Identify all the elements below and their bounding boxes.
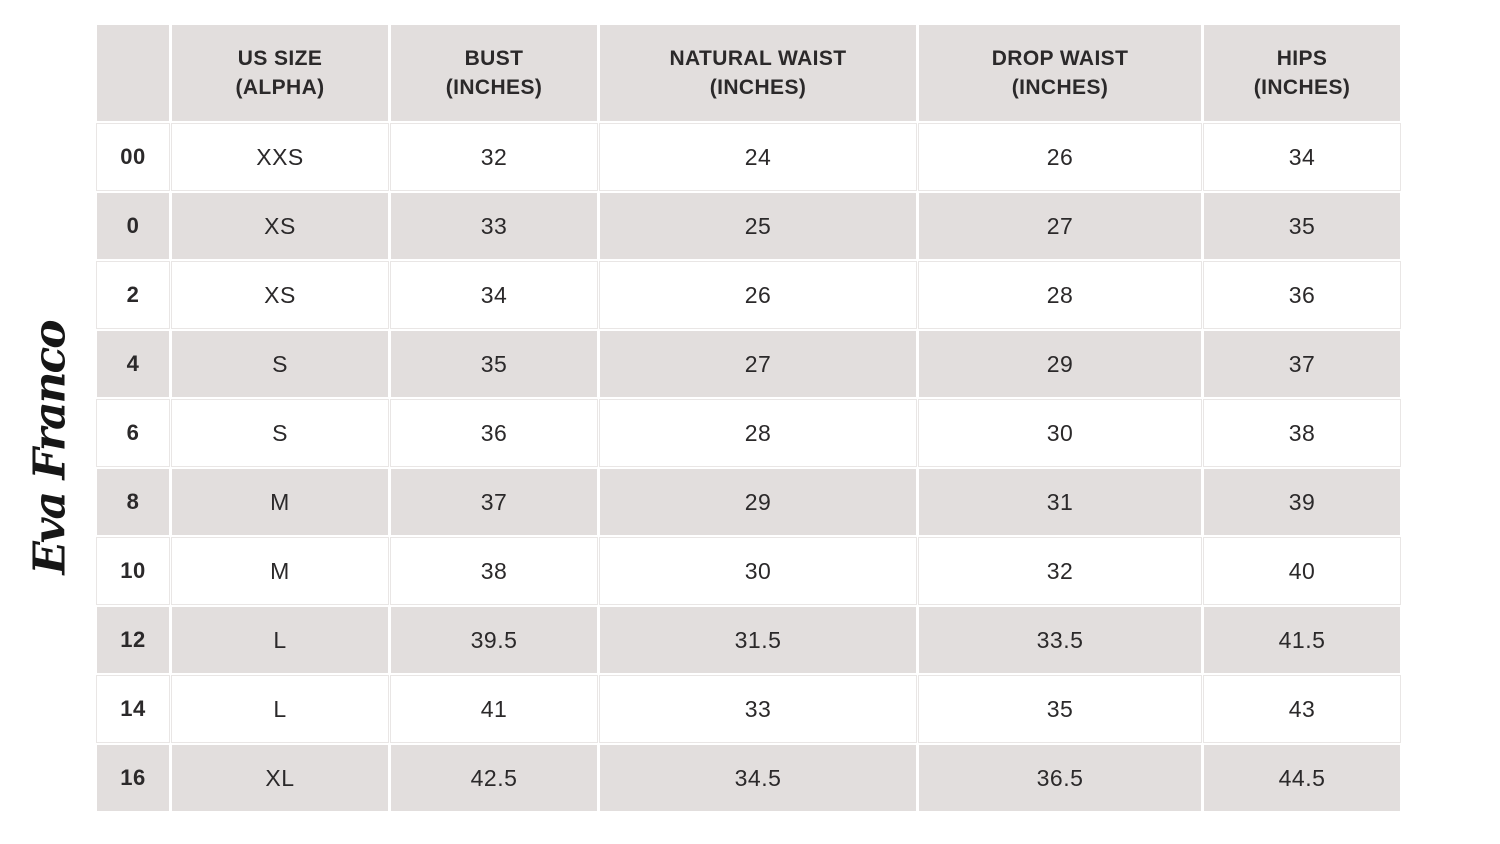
cell-natural-waist: 31.5 bbox=[600, 607, 916, 673]
cell-us-size-number: 6 bbox=[97, 400, 169, 466]
column-header-sublabel: (INCHES) bbox=[445, 76, 543, 99]
cell-us-size-number: 00 bbox=[97, 124, 169, 190]
cell-natural-waist: 24 bbox=[600, 124, 916, 190]
cell-us-size-alpha: XL bbox=[172, 745, 388, 811]
cell-drop-waist: 33.5 bbox=[919, 607, 1201, 673]
column-header-label: DROP WAIST bbox=[991, 47, 1129, 70]
cell-drop-waist: 29 bbox=[919, 331, 1201, 397]
column-header-sublabel: (INCHES) bbox=[1011, 76, 1109, 99]
column-header-label: HIPS bbox=[1276, 47, 1328, 70]
cell-us-size-alpha: XS bbox=[172, 193, 388, 259]
cell-bust: 41 bbox=[391, 676, 597, 742]
cell-hips: 38 bbox=[1204, 400, 1400, 466]
cell-drop-waist: 26 bbox=[919, 124, 1201, 190]
column-header-drop-waist: DROP WAIST (INCHES) bbox=[919, 25, 1201, 121]
cell-us-size-number: 12 bbox=[97, 607, 169, 673]
cell-drop-waist: 27 bbox=[919, 193, 1201, 259]
cell-us-size-alpha: XXS bbox=[172, 124, 388, 190]
table-row: 0 XS 33 25 27 35 bbox=[97, 193, 1400, 259]
cell-bust: 36 bbox=[391, 400, 597, 466]
cell-natural-waist: 34.5 bbox=[600, 745, 916, 811]
table-header: US SIZE (ALPHA) BUST (INCHES) NATURAL WAIST (… bbox=[97, 25, 1400, 121]
cell-us-size-alpha: L bbox=[172, 676, 388, 742]
column-header-label: US SIZE bbox=[237, 47, 323, 70]
cell-drop-waist: 35 bbox=[919, 676, 1201, 742]
column-header-hips: HIPS (INCHES) bbox=[1204, 25, 1400, 121]
table-body: 00 XXS 32 24 26 34 0 XS 33 25 27 35 2 XS 34 26 28 36 4 S 35 2… bbox=[97, 124, 1400, 811]
column-header-natural-waist: NATURAL WAIST (INCHES) bbox=[600, 25, 916, 121]
cell-natural-waist: 28 bbox=[600, 400, 916, 466]
cell-drop-waist: 32 bbox=[919, 538, 1201, 604]
table-row: 10 M 38 30 32 40 bbox=[97, 538, 1400, 604]
cell-us-size-alpha: S bbox=[172, 400, 388, 466]
cell-us-size-number: 10 bbox=[97, 538, 169, 604]
cell-hips: 39 bbox=[1204, 469, 1400, 535]
cell-natural-waist: 30 bbox=[600, 538, 916, 604]
cell-us-size-number: 16 bbox=[97, 745, 169, 811]
column-header-sublabel: (INCHES) bbox=[1253, 76, 1351, 99]
cell-hips: 43 bbox=[1204, 676, 1400, 742]
cell-us-size-alpha: M bbox=[172, 538, 388, 604]
cell-natural-waist: 29 bbox=[600, 469, 916, 535]
cell-us-size-number: 2 bbox=[97, 262, 169, 328]
cell-natural-waist: 33 bbox=[600, 676, 916, 742]
column-header-bust: BUST (INCHES) bbox=[391, 25, 597, 121]
cell-us-size-number: 4 bbox=[97, 331, 169, 397]
cell-us-size-number: 14 bbox=[97, 676, 169, 742]
cell-hips: 41.5 bbox=[1204, 607, 1400, 673]
cell-bust: 39.5 bbox=[391, 607, 597, 673]
cell-bust: 38 bbox=[391, 538, 597, 604]
cell-us-size-alpha: M bbox=[172, 469, 388, 535]
table-row: 16 XL 42.5 34.5 36.5 44.5 bbox=[97, 745, 1400, 811]
column-header-sublabel: (INCHES) bbox=[709, 76, 807, 99]
cell-drop-waist: 28 bbox=[919, 262, 1201, 328]
brand-logo: Eva Franco bbox=[25, 321, 76, 574]
cell-us-size-alpha: L bbox=[172, 607, 388, 673]
column-header-us-size-number bbox=[97, 25, 169, 121]
table-row: 14 L 41 33 35 43 bbox=[97, 676, 1400, 742]
column-header-label: BUST bbox=[464, 47, 524, 70]
table-row: 12 L 39.5 31.5 33.5 41.5 bbox=[97, 607, 1400, 673]
cell-bust: 35 bbox=[391, 331, 597, 397]
cell-us-size-number: 8 bbox=[97, 469, 169, 535]
table-row: 8 M 37 29 31 39 bbox=[97, 469, 1400, 535]
cell-us-size-alpha: XS bbox=[172, 262, 388, 328]
cell-bust: 42.5 bbox=[391, 745, 597, 811]
table-row: 2 XS 34 26 28 36 bbox=[97, 262, 1400, 328]
column-header-us-size-alpha: US SIZE (ALPHA) bbox=[172, 25, 388, 121]
cell-bust: 33 bbox=[391, 193, 597, 259]
table-row: 4 S 35 27 29 37 bbox=[97, 331, 1400, 397]
cell-natural-waist: 27 bbox=[600, 331, 916, 397]
column-header-sublabel: (ALPHA) bbox=[235, 76, 325, 99]
header-row: US SIZE (ALPHA) BUST (INCHES) NATURAL WAIST (… bbox=[97, 25, 1400, 121]
cell-bust: 37 bbox=[391, 469, 597, 535]
table-row: 00 XXS 32 24 26 34 bbox=[97, 124, 1400, 190]
cell-hips: 37 bbox=[1204, 331, 1400, 397]
column-header-label: NATURAL WAIST bbox=[669, 47, 847, 70]
cell-hips: 36 bbox=[1204, 262, 1400, 328]
brand-logo-text: Eva Franco bbox=[24, 321, 76, 575]
table-row: 6 S 36 28 30 38 bbox=[97, 400, 1400, 466]
size-chart-table: US SIZE (ALPHA) BUST (INCHES) NATURAL WAIST (… bbox=[94, 22, 1403, 814]
cell-hips: 35 bbox=[1204, 193, 1400, 259]
cell-hips: 34 bbox=[1204, 124, 1400, 190]
cell-us-size-alpha: S bbox=[172, 331, 388, 397]
cell-drop-waist: 36.5 bbox=[919, 745, 1201, 811]
cell-drop-waist: 30 bbox=[919, 400, 1201, 466]
cell-natural-waist: 25 bbox=[600, 193, 916, 259]
cell-natural-waist: 26 bbox=[600, 262, 916, 328]
cell-us-size-number: 0 bbox=[97, 193, 169, 259]
cell-drop-waist: 31 bbox=[919, 469, 1201, 535]
cell-hips: 44.5 bbox=[1204, 745, 1400, 811]
cell-hips: 40 bbox=[1204, 538, 1400, 604]
cell-bust: 32 bbox=[391, 124, 597, 190]
cell-bust: 34 bbox=[391, 262, 597, 328]
